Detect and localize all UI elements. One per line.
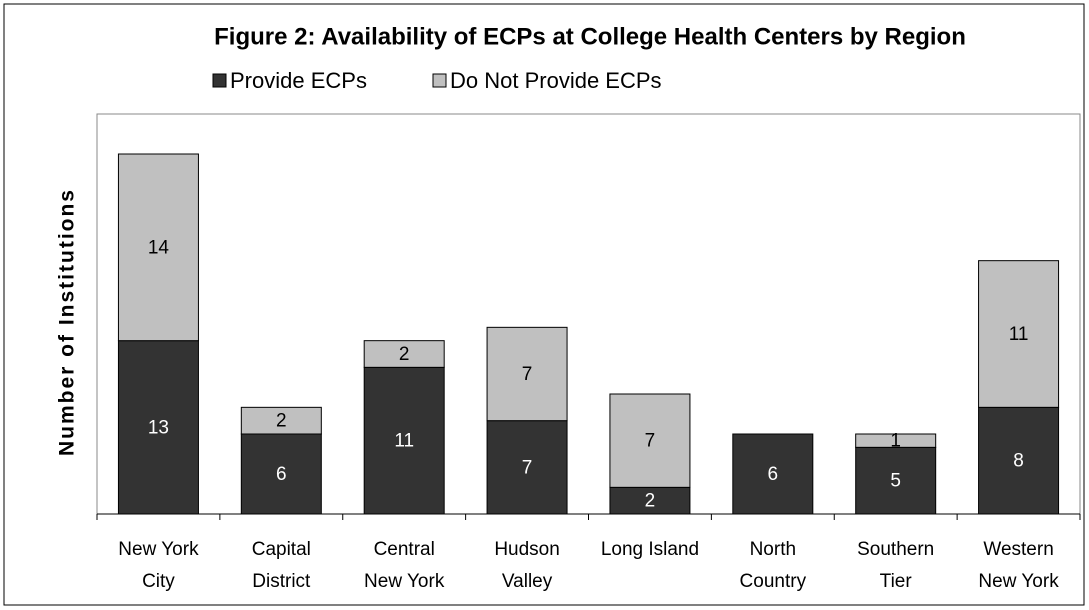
bar-segment (117, 153, 199, 342)
data-label: 7 (522, 364, 533, 385)
data-label: 14 (148, 237, 170, 258)
data-label: 2 (645, 491, 656, 512)
bar-segment (855, 433, 937, 448)
bar-segment (978, 260, 1060, 408)
x-tick-label: District (252, 571, 311, 592)
x-tick-label: Tier (880, 571, 913, 592)
bar-segment (363, 366, 445, 515)
data-label: 2 (399, 344, 410, 365)
data-label: 13 (148, 417, 169, 438)
data-label: 7 (522, 457, 533, 478)
x-tick-label: Central (374, 539, 435, 560)
legend-swatch (432, 73, 447, 88)
x-tick-label: North (750, 539, 796, 560)
data-label: 5 (890, 471, 901, 492)
data-label: 6 (276, 464, 287, 485)
legend-swatch (212, 73, 227, 88)
bar-segment (855, 446, 937, 515)
bar-segment (240, 433, 322, 515)
x-tick-label: City (142, 571, 175, 592)
bar-segment (117, 340, 199, 515)
data-label: 11 (394, 431, 414, 452)
x-tick-label: Hudson (494, 539, 560, 560)
data-label: 2 (276, 411, 287, 432)
legend-label: Do Not Provide ECPs (450, 68, 662, 93)
bar-segment (732, 433, 814, 515)
data-label: 1 (890, 431, 901, 452)
x-tick-label: Southern (857, 539, 934, 560)
data-label: 8 (1013, 451, 1024, 472)
x-tick-label: New York (118, 539, 199, 560)
x-tick-label: New York (978, 571, 1059, 592)
x-tick-label: Country (740, 571, 807, 592)
chart-title: Figure 2: Availability of ECPs at Colleg… (214, 23, 966, 50)
x-tick-label: New York (364, 571, 445, 592)
bar-segment (486, 420, 568, 515)
bar-segment (240, 406, 322, 435)
x-tick-label: Valley (502, 571, 553, 592)
bar-segment (486, 326, 568, 422)
bar-segment (363, 340, 445, 368)
y-axis-label: Number of Institutions (56, 188, 79, 456)
data-label: 11 (1009, 324, 1029, 345)
data-label: 7 (645, 431, 656, 452)
legend-label: Provide ECPs (230, 68, 367, 93)
x-tick-label: Capital (252, 539, 311, 560)
bar-segment (978, 406, 1060, 515)
data-label: 6 (768, 464, 779, 485)
bar-segment (609, 393, 691, 488)
x-tick-label: Western (983, 539, 1053, 560)
x-tick-label: Long Island (601, 539, 699, 560)
